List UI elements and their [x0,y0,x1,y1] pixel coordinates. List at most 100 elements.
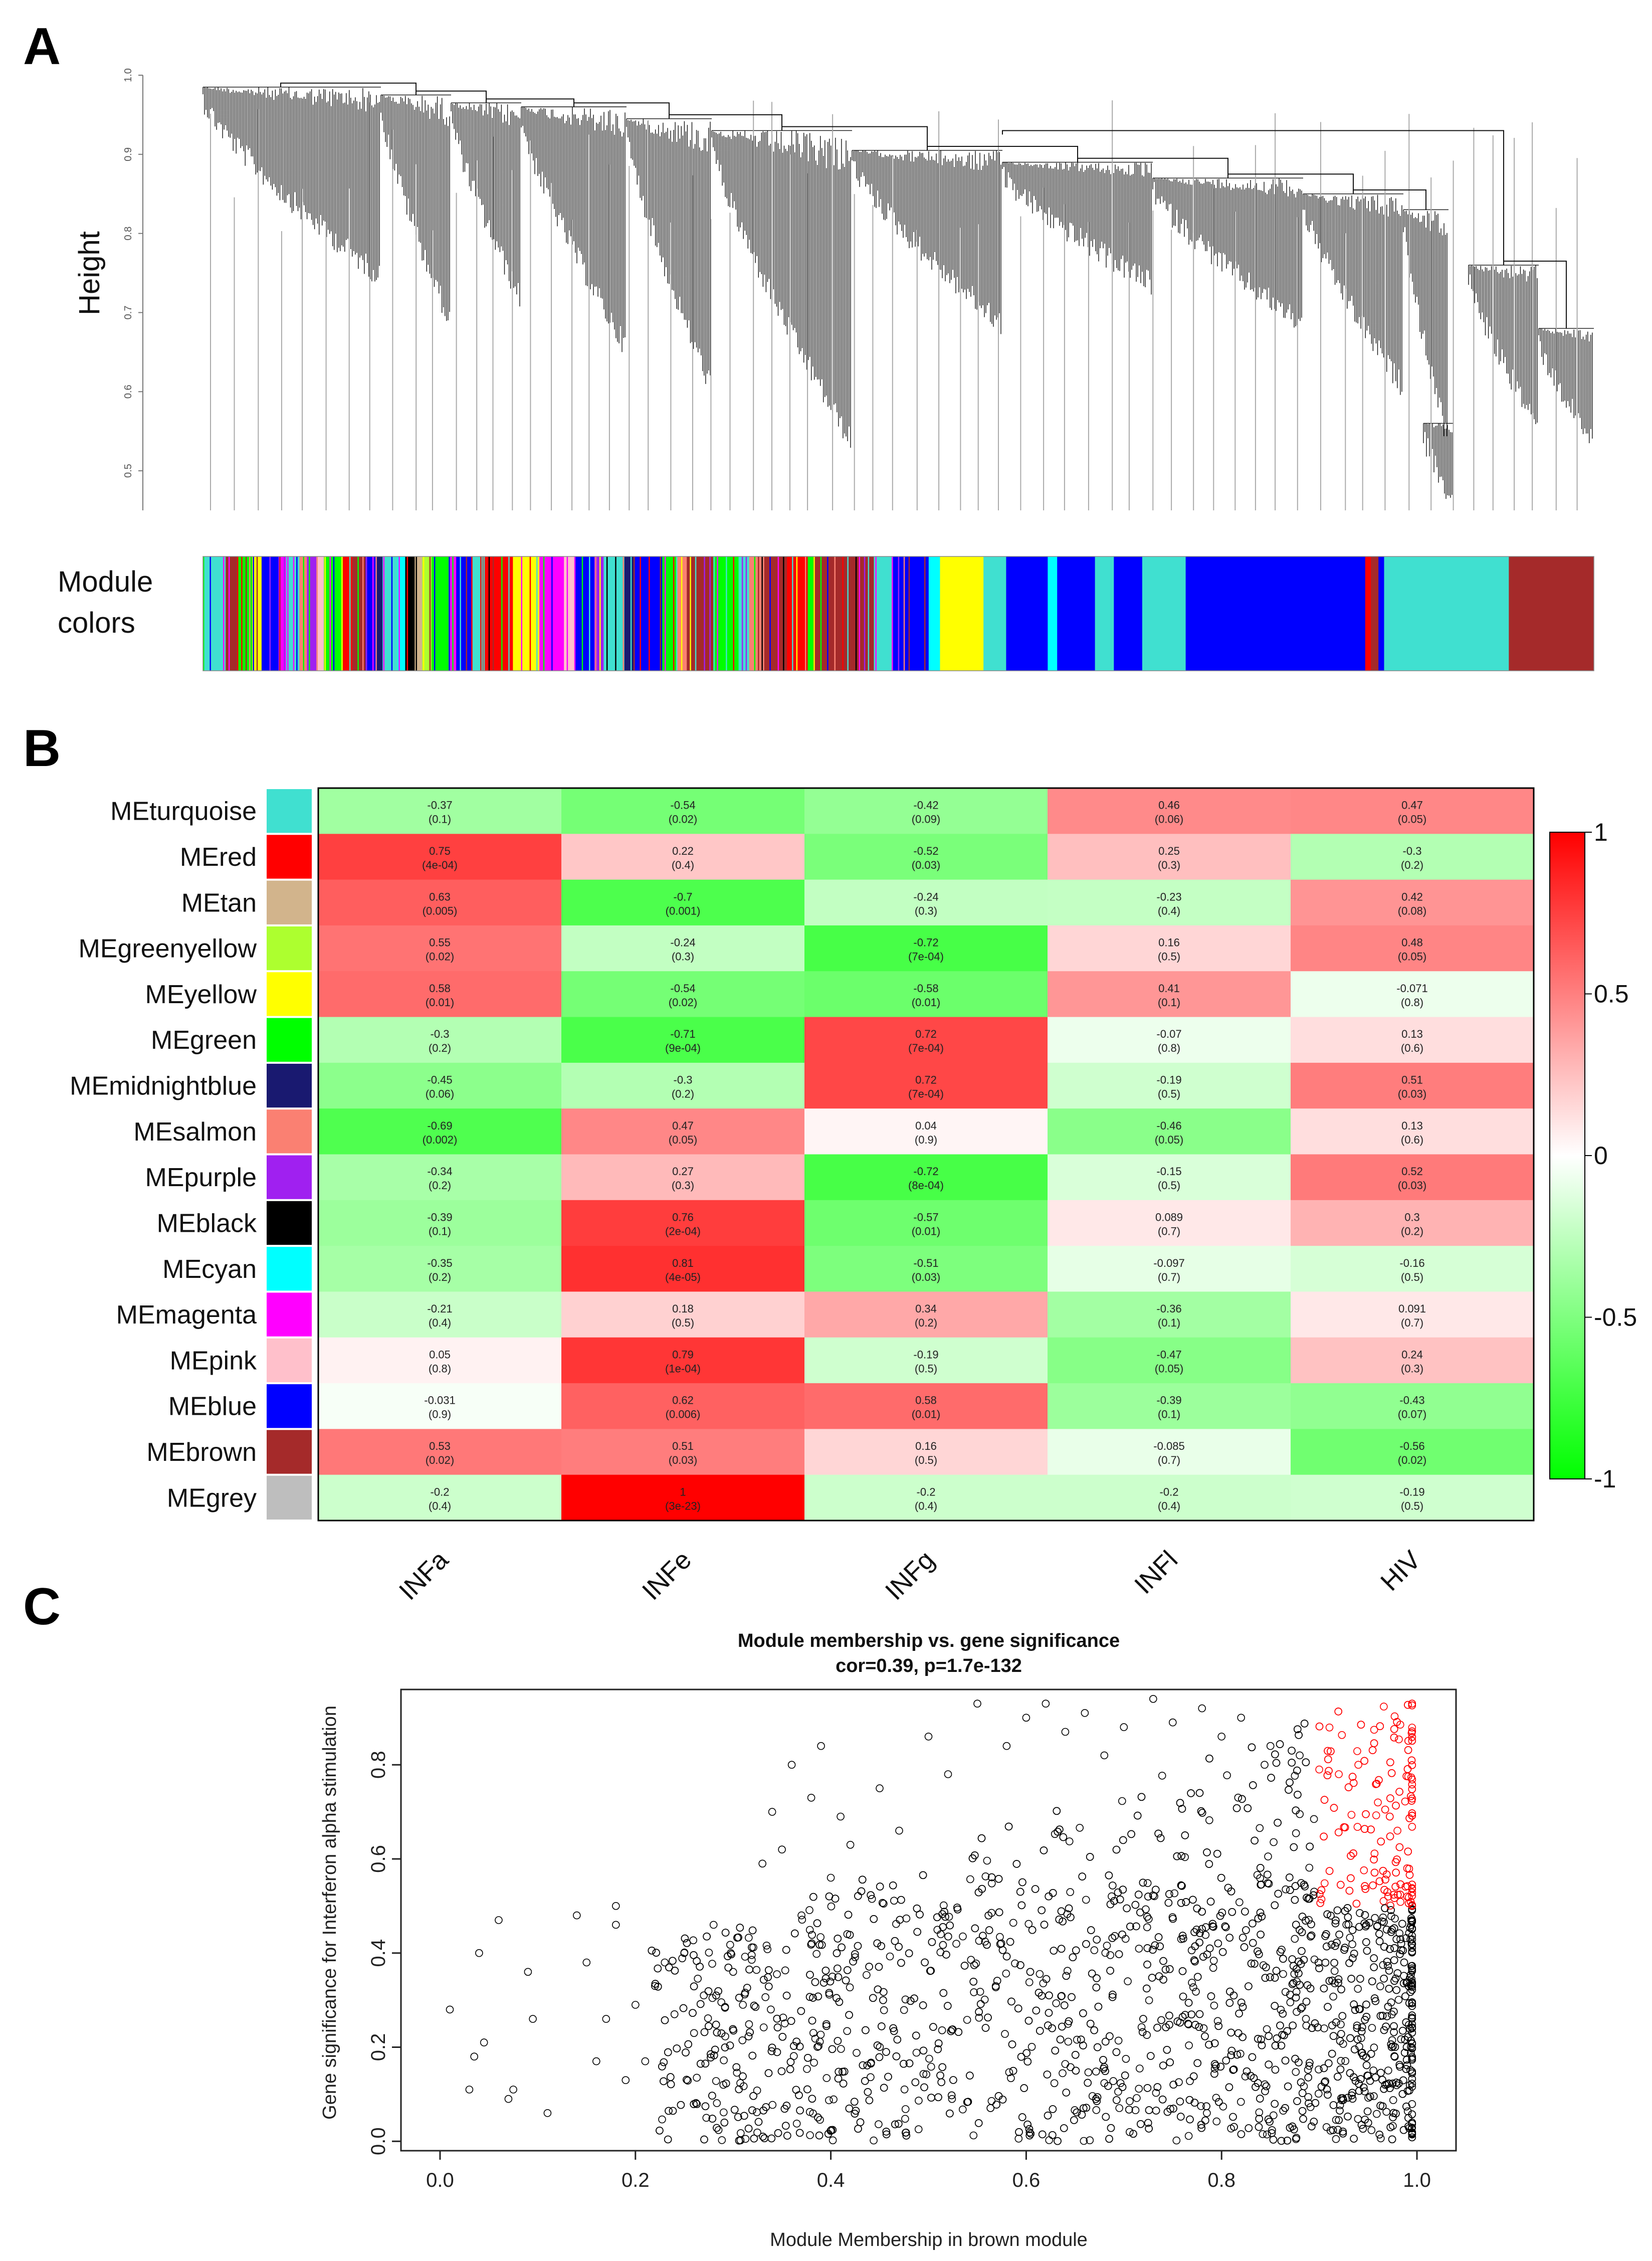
module-color-stripe [606,556,608,671]
scatter-point [1355,1923,1363,1931]
heatmap-row-label: MEgrey [167,1483,257,1513]
module-color-stripe [249,556,251,671]
scatter-point [1211,2061,1220,2070]
scatter-point [1294,1791,1302,1799]
scatter-point [1092,1983,1101,1992]
heatmap-cell-pvalue: (0.4) [429,1316,451,1329]
scatter-point [752,1966,761,1974]
scatter-point [1375,1877,1384,1886]
scatter-point [671,1967,679,1975]
scatter-point [1341,1944,1349,1952]
scatter-point [815,1941,823,1949]
scatter-point [1325,2059,1333,2067]
scatter-point [1064,1967,1072,1975]
scatter-point [1300,1720,1309,1728]
scatter-point [1205,1754,1213,1763]
heatmap-cell [804,1246,1048,1292]
scatter-point [1007,1997,1015,2006]
scatter-point [1106,1951,1115,1959]
scatter-point [744,2124,753,2133]
scatter-point [812,1950,820,1958]
scatter-point [790,2042,798,2050]
module-color-segment [575,556,595,671]
heatmap-cell-pvalue: (2e-04) [665,1225,701,1237]
scatter-point [1344,2112,1352,2121]
scatter-point [977,1834,986,1842]
scatter-point [1207,1992,1215,2000]
heatmap-cell-correlation: -0.15 [1156,1165,1181,1178]
heatmap-cell [1048,1017,1291,1063]
scatter-point [1163,2046,1171,2054]
heatmap-cell-correlation: -0.3 [1403,845,1422,857]
scatter-point [768,2043,776,2052]
scatter-point [1152,2107,1160,2115]
scatter-point [1296,1810,1304,1818]
scatter-point [1049,2131,1057,2139]
scatter-point [813,2043,821,2051]
scatter-point [1227,1888,1235,1896]
scatter-point [1042,1975,1051,1983]
scatter-point [1292,2134,1301,2142]
scatter-point [1380,1918,1388,1926]
scatter-x-tick-label: 0.4 [817,2169,845,2191]
scatter-point [1166,2105,1174,2113]
scatter-point [1408,2129,1416,2137]
scatter-point [861,2077,869,2085]
module-color-stripe [210,556,211,671]
heatmap-cell-pvalue: (0.3) [1401,1362,1423,1375]
module-color-segment [1371,556,1379,671]
scatter-point [1165,2020,1173,2029]
heatmap-cell [804,1062,1048,1109]
scatter-point [1343,1904,1352,1912]
scatter-point [1102,2113,1110,2121]
scatter-point [1305,1863,1314,1872]
scatter-point [938,2026,946,2034]
scatter-point [1381,1875,1389,1883]
scatter-point [1176,2098,1184,2106]
scatter-point [1358,2023,1366,2031]
scatter-point [1286,1778,1294,1787]
scatter-point [787,1761,796,1769]
scatter-point [1325,1724,1334,1732]
scatter-point [720,2108,728,2117]
module-color-stripe [324,556,326,671]
scatter-point [1139,1878,1147,1887]
scatter-point [735,1994,743,2002]
scatter-point [735,2085,743,2094]
scatter-point [1345,1887,1354,1895]
scatter-point [1380,1943,1388,1951]
heatmap-cell-pvalue: (7e-04) [908,951,944,963]
scatter-point [1031,1885,1040,1893]
heatmap-row-label: MEyellow [145,980,257,1009]
scatter-point [1151,1941,1159,1949]
scatter-point [1388,2135,1396,2144]
heatmap-cell-pvalue: (0.06) [426,1088,454,1100]
heatmap-row-label: MEblue [168,1392,257,1421]
scatter-point [1329,2101,1338,2109]
scatter-point [1271,2041,1280,2050]
scatter-point [1366,2093,1374,2101]
scatter-point [1043,2070,1052,2079]
scatter-point [1116,1896,1124,1904]
scatter-point [948,2025,957,2033]
scatter-point [750,2134,758,2143]
scatter-point [817,1742,825,1750]
scatter-point [976,1988,984,1996]
heatmap-cell-pvalue: (0.5) [1158,951,1180,963]
scatter-point [1380,2026,1388,2034]
scatter-point [1108,1993,1117,2001]
scatter-point [969,2131,978,2140]
heatmap-column-label: INFl [1129,1545,1183,1599]
heatmap-cell-pvalue: (0.7) [1158,1271,1180,1283]
scatter-point [1408,1948,1416,1956]
scatter-point [1370,1868,1379,1877]
scatter-point [712,2077,720,2085]
scatter-point [1324,2003,1332,2011]
scatter-point [1131,2106,1140,2115]
scatter-point [795,2042,804,2050]
scatter-point [1025,2128,1034,2137]
scatter-point [947,2091,956,2100]
module-color-segment [471,556,483,671]
scatter-point [1126,2097,1134,2106]
